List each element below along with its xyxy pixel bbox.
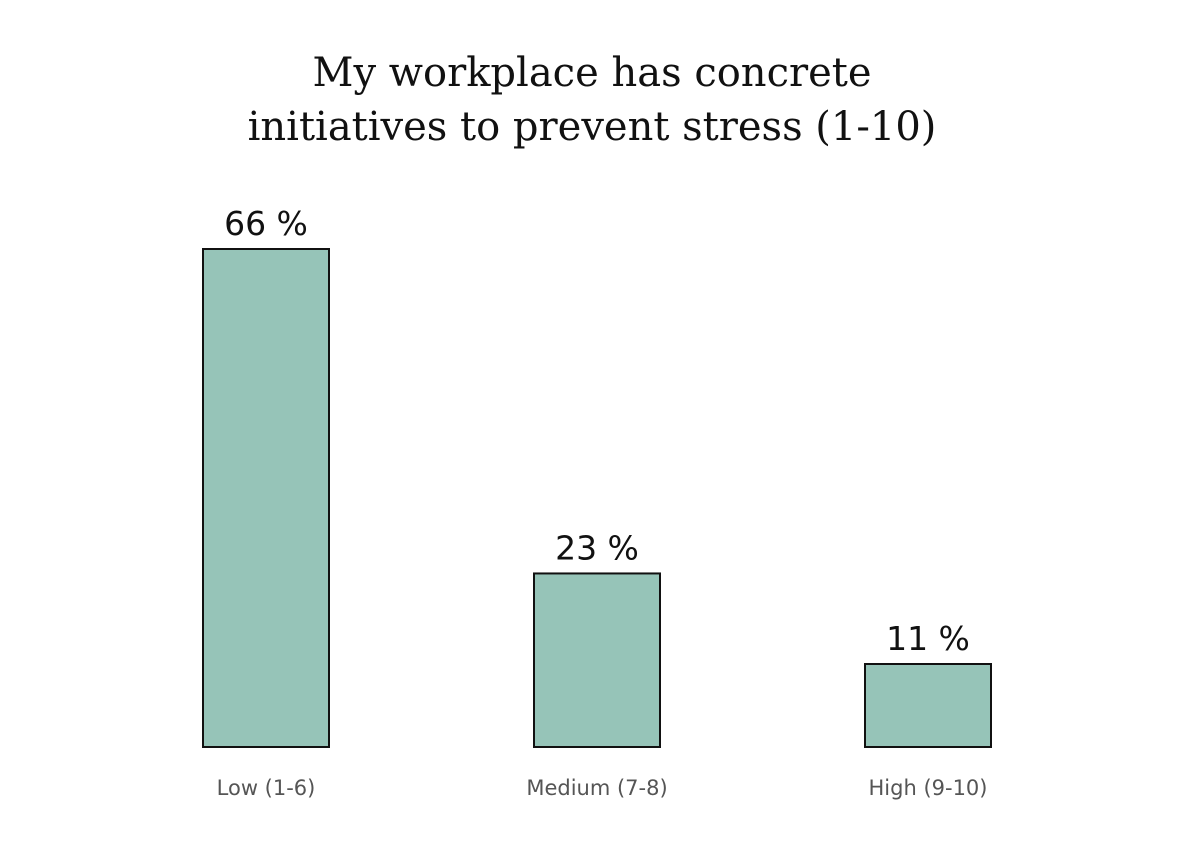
category-label-1: Medium (7-8) xyxy=(526,776,667,800)
bar-2 xyxy=(864,663,992,748)
bar-0 xyxy=(202,248,330,748)
chart-title-line-1: My workplace has concrete xyxy=(312,50,871,96)
bars-group: 66 % Low (1-6) 23 % Medium (7-8) 11 % High (9… xyxy=(202,204,992,800)
category-label-0: Low (1-6) xyxy=(217,776,316,800)
chart-title-line-2: initiatives to prevent stress (1-10) xyxy=(248,104,937,150)
bar-1 xyxy=(533,572,661,748)
category-label-2: High (9-10) xyxy=(869,776,988,800)
data-label-0: 66 % xyxy=(224,204,308,243)
data-label-2: 11 % xyxy=(886,619,970,658)
data-label-1: 23 % xyxy=(555,528,639,567)
